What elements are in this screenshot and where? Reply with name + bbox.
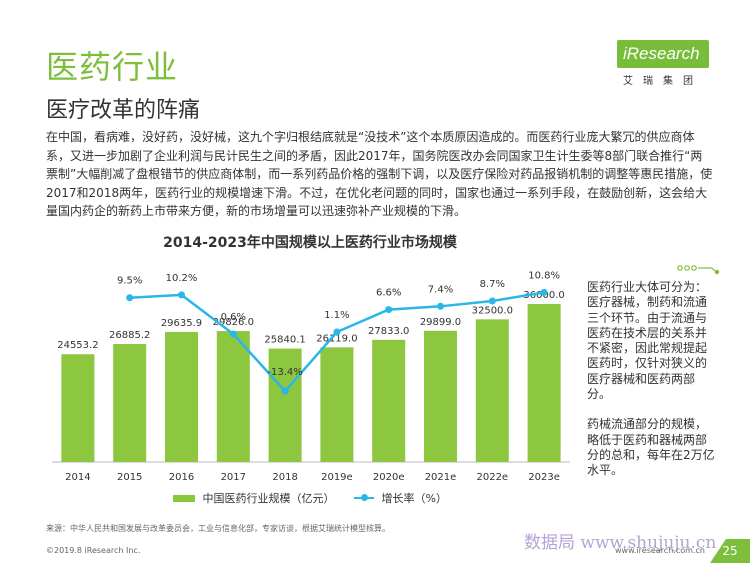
bar-value-label: 26885.2 <box>109 330 150 341</box>
growth-point <box>281 387 289 395</box>
site-url: www.iresearch.com.cn <box>615 546 705 555</box>
side-note-p2: 药械流通部分的规模，略低于医药和器械两部分的总和，每年在2万亿水平。 <box>587 417 715 478</box>
growth-label: -13.4% <box>267 367 302 378</box>
growth-label: 8.7% <box>480 279 505 290</box>
bar-value-label: 27833.0 <box>368 326 409 337</box>
side-note-p1: 医药行业大体可分为：医疗器械，制药和流通三个环节。由于流通与医药在技术层的关系并… <box>587 280 708 402</box>
x-tick-label: 2016 <box>169 472 194 483</box>
bar-value-label: 32500.0 <box>472 305 513 316</box>
bar <box>216 331 250 462</box>
x-tick-label: 2015 <box>117 472 142 483</box>
bar <box>372 339 406 462</box>
legend-bar-swatch <box>173 494 196 502</box>
source-note: 来源：中华人民共和国发展与改革委员会，工业与信息化部，专家访谈，根据艾瑞统计模型… <box>46 524 390 533</box>
bar-value-label: 29826.0 <box>213 317 254 328</box>
x-tick-label: 2021e <box>425 472 457 483</box>
legend-line-swatch <box>354 494 375 501</box>
x-tick-label: 2023e <box>528 472 560 483</box>
chart-legend: 中国医药行业规模（亿元） 增长率（%） <box>0 490 620 506</box>
page-title: 医药行业 <box>46 48 179 86</box>
x-tick-label: 2014 <box>65 472 90 483</box>
growth-point <box>333 328 341 336</box>
growth-label: 10.2% <box>166 273 198 284</box>
growth-label: 10.8% <box>528 270 560 281</box>
growth-label: 6.6% <box>376 288 401 299</box>
growth-label: 1.1% <box>324 310 349 321</box>
logo-cn: 艾瑞集团 <box>623 76 703 87</box>
intro-paragraph: 在中国，看病难，没好药，没好械，这九个字归根结底就是“没技术”这个本质原因造成的… <box>46 130 713 218</box>
dots-decoration-icon <box>677 265 720 275</box>
bar-value-label: 24553.2 <box>57 340 98 351</box>
x-tick-label: 2019e <box>321 472 353 483</box>
copyright: ©2019.8 iResearch Inc. <box>46 546 141 555</box>
bar <box>527 304 561 462</box>
legend-line-label: 增长率（%） <box>381 492 447 505</box>
growth-label: 0.6% <box>221 312 246 323</box>
bar <box>113 344 147 462</box>
chart-title: 2014-2023年中国规模以上医药行业市场规模 <box>163 235 457 251</box>
watermark: 数据局 www.shujuju.cn <box>524 533 717 553</box>
iresearch-logo: iResearch 艾瑞集团 <box>617 40 717 88</box>
x-tick-label: 2020e <box>373 472 405 483</box>
growth-point <box>437 302 444 310</box>
bar-value-label: 26119.0 <box>316 333 357 344</box>
logo-brand: iResearch <box>623 44 700 63</box>
side-note: 医药行业大体可分为：医疗器械，制药和流通三个环节。由于流通与医药在技术层的关系并… <box>587 280 715 494</box>
growth-point <box>488 297 496 305</box>
x-tick-label: 2022e <box>476 472 508 483</box>
bar <box>268 348 302 462</box>
x-tick-label: 2017 <box>221 472 246 483</box>
growth-label: 9.5% <box>117 276 142 287</box>
growth-point <box>178 291 185 299</box>
bar <box>424 330 457 462</box>
growth-point <box>229 330 237 338</box>
growth-point <box>385 306 393 314</box>
page-subtitle: 医疗改革的阵痛 <box>46 98 201 123</box>
legend-bar-label: 中国医药行业规模（亿元） <box>202 492 335 505</box>
growth-label: 7.4% <box>428 284 453 295</box>
growth-point <box>540 288 548 296</box>
x-tick-label: 2018 <box>272 472 297 483</box>
bar <box>320 347 354 462</box>
bar-value-label: 29899.0 <box>420 317 461 328</box>
bar-value-label: 29635.9 <box>161 318 202 329</box>
bar <box>61 354 95 462</box>
growth-point <box>126 294 134 302</box>
bar <box>475 319 509 462</box>
bar <box>165 331 198 462</box>
bar-value-label: 25840.1 <box>264 335 305 346</box>
